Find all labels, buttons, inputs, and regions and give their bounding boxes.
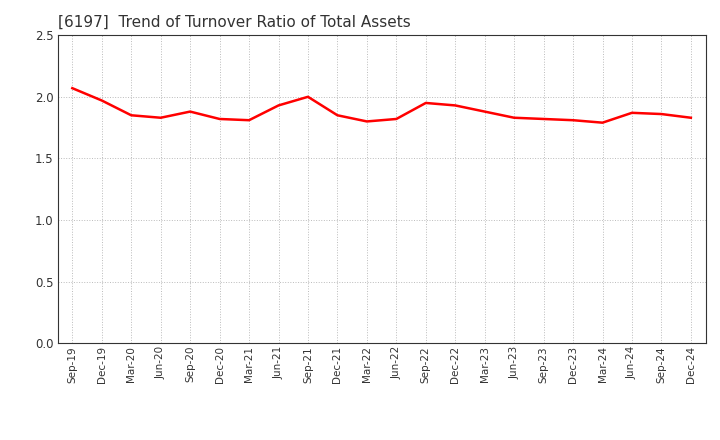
Text: [6197]  Trend of Turnover Ratio of Total Assets: [6197] Trend of Turnover Ratio of Total … — [58, 15, 410, 30]
